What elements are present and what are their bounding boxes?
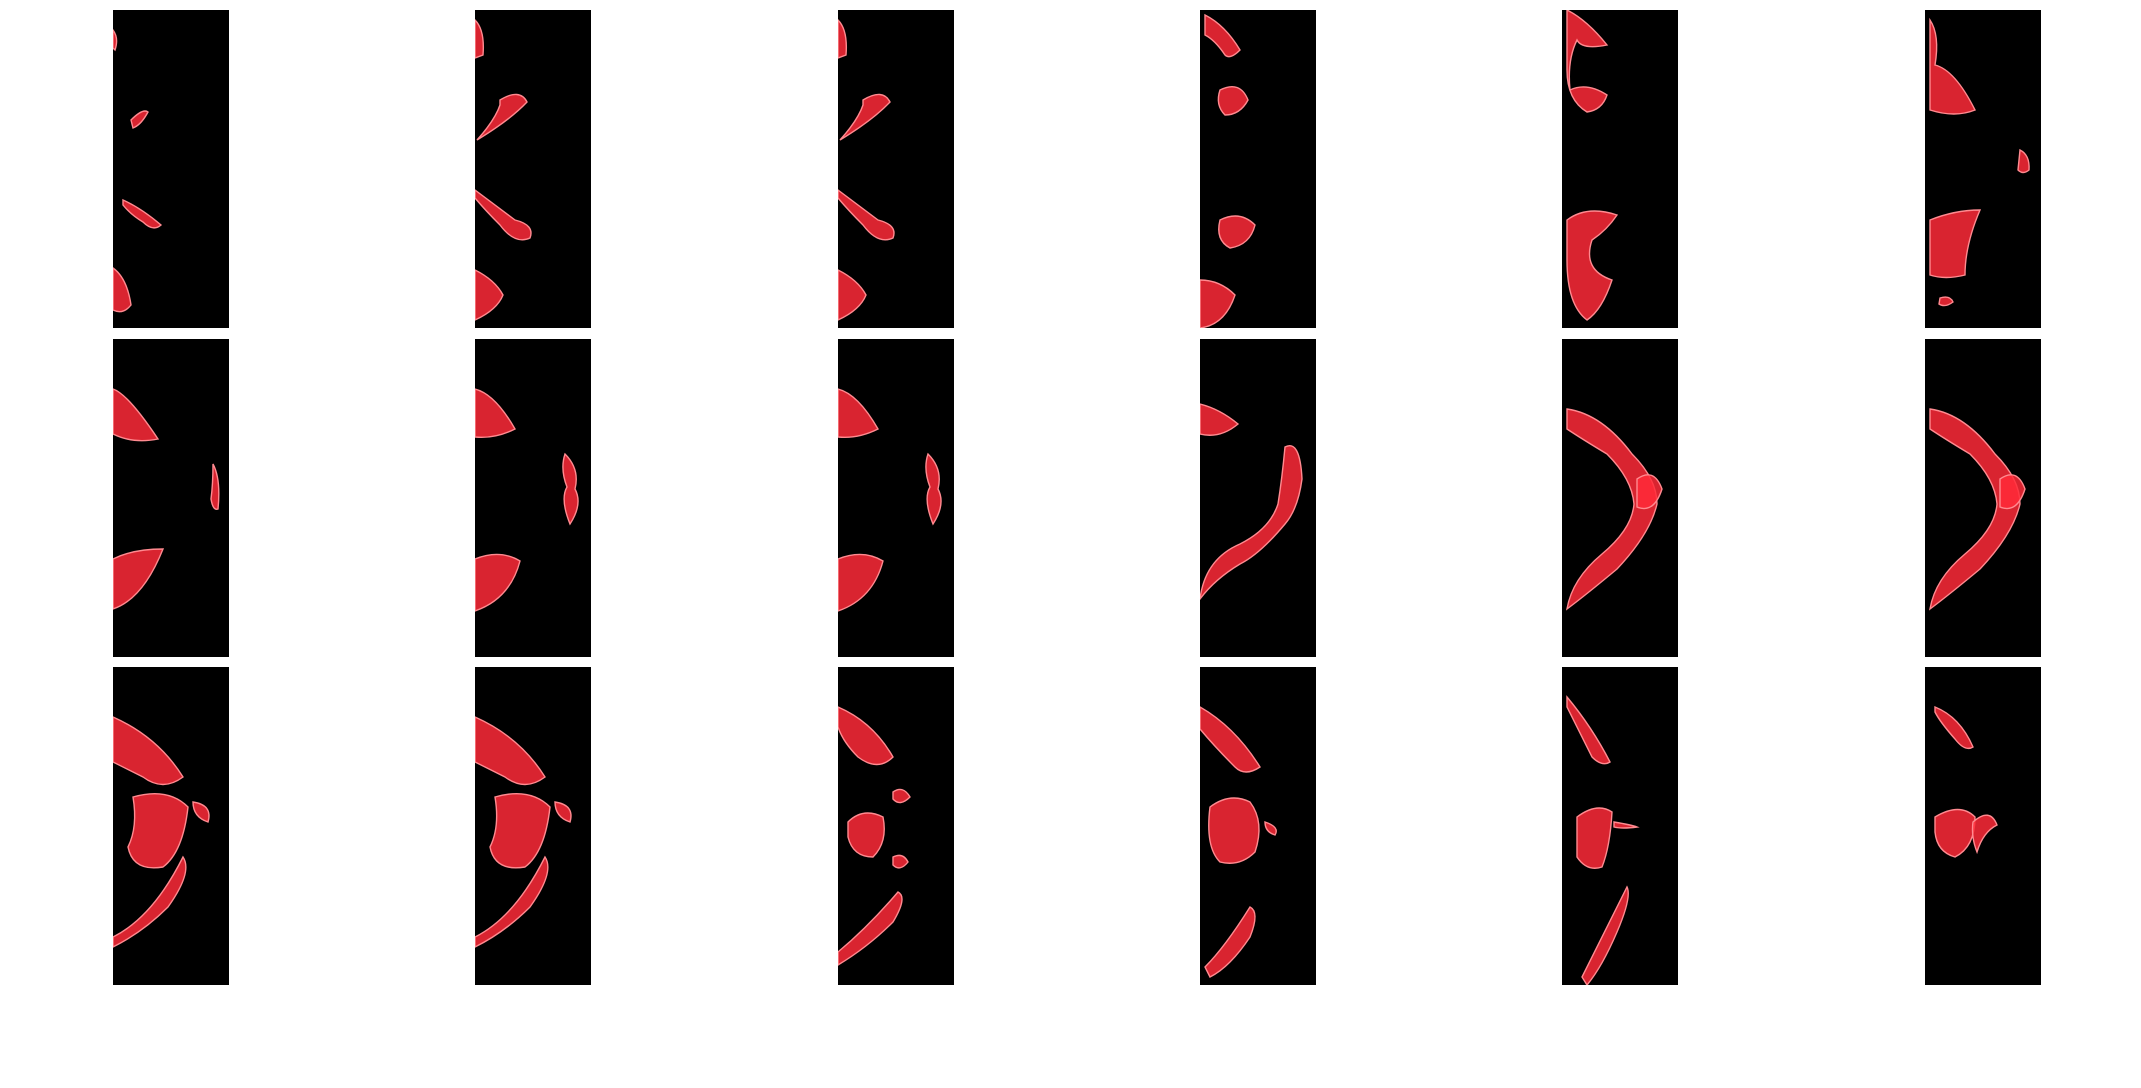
bone-fragment — [1971, 814, 1998, 855]
bone-fragment — [1613, 821, 1640, 829]
bone-fragment — [127, 793, 189, 869]
bone-fragment — [113, 28, 118, 52]
bone-fragment — [1566, 10, 1609, 113]
image-panel-r3c6 — [1925, 667, 2041, 985]
bone-fragment — [122, 198, 163, 229]
bone-fragment — [475, 269, 504, 321]
bone-slice-r1c6 — [1929, 17, 2030, 307]
bone-fragment — [130, 110, 149, 129]
image-panel-r2c4 — [1200, 339, 1316, 657]
bone-fragment — [1264, 821, 1277, 836]
bone-slice-r3c4 — [1200, 706, 1277, 978]
bone-slice-r2c6 — [1929, 408, 2026, 611]
image-panel-r3c3 — [838, 667, 954, 985]
image-panel-r3c5 — [1562, 667, 1678, 985]
bone-fragment — [113, 548, 165, 610]
bone-fragment — [1929, 408, 2021, 611]
bone-fragment — [475, 716, 546, 786]
image-panel-r2c1 — [113, 339, 229, 657]
bone-fragment — [489, 793, 551, 869]
image-panel-r1c5 — [1562, 10, 1678, 328]
bone-fragment — [838, 891, 903, 966]
image-panel-r1c1 — [113, 10, 229, 328]
bone-slice-r2c4 — [1200, 403, 1303, 601]
bone-fragment — [838, 388, 879, 439]
bone-fragment — [838, 706, 894, 766]
image-panel-r1c2 — [475, 10, 591, 328]
bone-fragment — [476, 93, 528, 141]
bone-slice-r2c3 — [838, 388, 942, 612]
bone-fragment — [1218, 215, 1256, 249]
bone-fragment — [1938, 296, 1954, 307]
bone-slice-r1c3 — [838, 19, 895, 321]
bone-fragment — [1566, 210, 1619, 321]
bone-fragment — [113, 388, 160, 442]
bone-slice-r3c2 — [475, 716, 572, 948]
bone-fragment — [1929, 209, 1982, 279]
bone-fragment — [838, 19, 848, 59]
bone-fragment — [2017, 148, 2030, 174]
image-panel-r2c2 — [475, 339, 591, 657]
bone-fragment — [1200, 279, 1236, 328]
bone-slice-r2c5 — [1566, 408, 1663, 611]
image-panel-r1c6 — [1925, 10, 2041, 328]
bone-fragment — [554, 801, 572, 823]
bone-fragment — [475, 553, 521, 612]
bone-fragment — [1204, 13, 1241, 58]
bone-fragment — [210, 463, 220, 510]
bone-fragment — [838, 553, 884, 612]
bone-slice-r1c5 — [1566, 10, 1619, 321]
bone-fragment — [892, 854, 909, 869]
bone-fragment — [113, 716, 184, 786]
image-panel-r2c6 — [1925, 339, 2041, 657]
bone-fragment — [1208, 797, 1260, 864]
image-panel-r2c5 — [1562, 339, 1678, 657]
bone-fragment — [892, 788, 911, 804]
bone-fragment — [838, 189, 895, 241]
bone-fragment — [1934, 705, 1974, 750]
bone-fragment — [475, 855, 549, 948]
bone-fragment — [1576, 807, 1613, 869]
bone-fragment — [839, 93, 891, 141]
bone-slice-r3c6 — [1934, 705, 1998, 858]
bone-fragment — [113, 267, 132, 313]
bone-fragment — [925, 452, 942, 526]
bone-fragment — [1200, 403, 1240, 436]
bone-fragment — [1200, 445, 1303, 601]
bone-fragment — [192, 801, 210, 823]
image-panel-r3c4 — [1200, 667, 1316, 985]
bone-fragment — [1999, 474, 2026, 510]
bone-fragment — [1934, 808, 1976, 858]
bone-fragment — [1636, 474, 1663, 510]
image-panel-r2c3 — [838, 339, 954, 657]
bone-fragment — [1566, 695, 1611, 765]
bone-slice-r1c4 — [1200, 13, 1256, 328]
image-panel-r1c3 — [838, 10, 954, 328]
bone-fragment — [475, 388, 516, 439]
bone-fragment — [838, 269, 867, 321]
bone-fragment — [113, 855, 187, 948]
bone-fragment — [1929, 17, 1976, 115]
bone-slice-r3c1 — [113, 716, 210, 948]
bone-fragment — [1217, 86, 1249, 116]
bone-fragment — [1204, 906, 1256, 978]
bone-fragment — [1200, 706, 1261, 773]
bone-slice-r3c5 — [1566, 695, 1640, 985]
bone-fragment — [847, 812, 885, 858]
image-panel-r3c1 — [113, 667, 229, 985]
bone-slice-r3c3 — [838, 706, 911, 966]
bone-slice-r1c1 — [113, 28, 163, 313]
bone-slice-r1c2 — [475, 19, 532, 321]
bone-slice-r2c1 — [113, 388, 220, 610]
bone-fragment — [475, 189, 532, 241]
bone-fragment — [475, 19, 485, 59]
bone-fragment — [562, 452, 579, 526]
image-panel-r1c4 — [1200, 10, 1316, 328]
image-panel-r3c2 — [475, 667, 591, 985]
bone-fragment — [1566, 408, 1658, 611]
bone-slice-r2c2 — [475, 388, 579, 612]
bone-fragment — [1581, 885, 1629, 985]
